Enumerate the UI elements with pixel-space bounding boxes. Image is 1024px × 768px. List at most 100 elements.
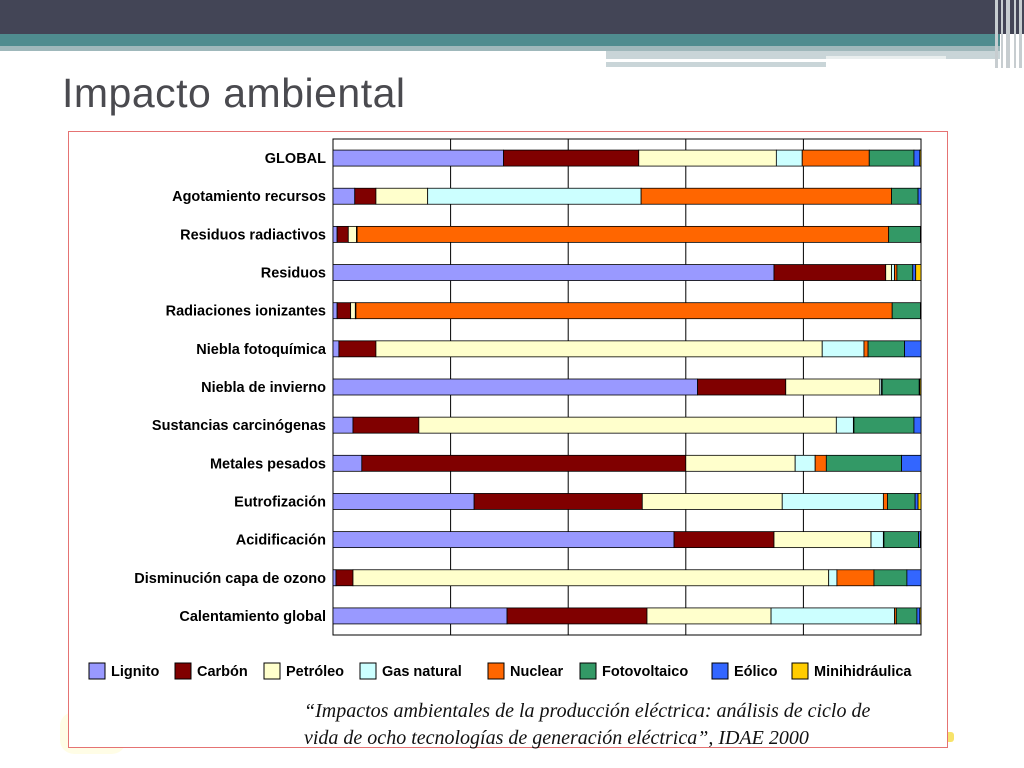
bar-segment (352, 569, 830, 587)
slide-header-band (0, 34, 1000, 46)
bar-segment (506, 607, 648, 625)
category-label: Acidificación (236, 533, 326, 549)
category-label: Calentamiento global (179, 609, 326, 625)
bar-segment (801, 149, 870, 167)
category-label: Sustancias carcinógenas (152, 418, 326, 434)
bar-segment (770, 607, 895, 625)
bar-segment (867, 340, 905, 358)
legend-label: Fotovoltaico (602, 664, 688, 680)
bar-segment (836, 569, 875, 587)
bar-segment (332, 569, 337, 587)
bar-segment (873, 569, 908, 587)
bar-segment (895, 607, 918, 625)
bar-segment (775, 149, 803, 167)
bar-segment (814, 454, 827, 472)
bar-segment (332, 416, 354, 434)
category-label: Niebla de invierno (201, 380, 326, 396)
citation-line-2: vida de ocho tecnologías de generación e… (304, 727, 809, 749)
bar-segment (891, 264, 895, 281)
legend-label: Gas natural (382, 664, 462, 680)
slide-title: Impacto ambiental (62, 70, 406, 116)
bar-segment (901, 454, 922, 472)
bar-segment (906, 569, 922, 587)
bar-segment (332, 607, 508, 625)
bar-segment (336, 302, 352, 320)
bar-segment (883, 531, 920, 549)
bar-segment (375, 340, 823, 358)
bar-segment (920, 531, 922, 549)
bar-segment (913, 416, 922, 434)
bar-segment (685, 454, 796, 472)
bar-segment (794, 454, 816, 472)
legend-swatch (791, 662, 809, 680)
bar-segment (913, 149, 921, 167)
bar-segment (914, 493, 919, 510)
bar-segment (917, 493, 922, 510)
slide-header-accent (606, 62, 826, 67)
legend-swatch (711, 662, 729, 680)
bar-segment (335, 569, 354, 587)
bar-segment (887, 493, 916, 510)
bar-segment (332, 454, 363, 472)
bar-segment (825, 454, 902, 472)
legend-swatch (263, 662, 281, 680)
legend-label: Carbón (197, 664, 248, 680)
legend-swatch (174, 662, 192, 680)
legend-swatch (487, 662, 505, 680)
bar-segment (646, 607, 772, 625)
legend-swatch (88, 662, 106, 680)
bar-segment (347, 225, 357, 243)
bar-segment (915, 264, 922, 281)
slide-corner-stripes (993, 0, 1024, 68)
bar-segment (920, 225, 922, 243)
bar-segment (361, 454, 687, 472)
bar-segment (350, 302, 356, 320)
bar-segment (375, 187, 429, 205)
bar-segment (891, 187, 919, 205)
bar-segment (332, 493, 475, 510)
bar-segment (332, 340, 340, 358)
bar-segment (821, 340, 865, 358)
bar-segment (916, 607, 921, 625)
bar-segment (332, 302, 338, 320)
legend-swatch (579, 662, 597, 680)
legend-label: Petróleo (286, 664, 344, 680)
bar-segment (356, 225, 890, 243)
category-label: Agotamiento recursos (172, 189, 326, 205)
bar-segment (473, 493, 643, 510)
bar-segment (332, 149, 504, 167)
bar-segment (868, 149, 915, 167)
category-label: Residuos radiactivos (180, 227, 326, 243)
bar-segment (881, 378, 920, 396)
bar-segment (332, 264, 775, 281)
bar-segment (919, 149, 922, 167)
bar-segment (638, 149, 777, 167)
bar-segment (888, 225, 921, 243)
bar-segment (920, 302, 922, 320)
bar-segment (336, 225, 349, 243)
bar-segment (427, 187, 642, 205)
bar-segment (332, 225, 338, 243)
slide-header-accent (606, 51, 1000, 59)
slide-header-band-light (0, 46, 1000, 51)
bar-segment (919, 607, 922, 625)
bar-segment (781, 493, 884, 510)
category-label: Disminución capa de ozono (134, 571, 326, 587)
bar-segment (853, 416, 915, 434)
bar-segment (641, 493, 783, 510)
bar-segment (352, 416, 420, 434)
bar-segment (332, 187, 356, 205)
bar-segment (332, 378, 698, 396)
category-label: Residuos (261, 266, 326, 282)
bar-segment (828, 569, 838, 587)
citation-line-1: “Impactos ambientales de la producción e… (304, 700, 871, 722)
category-label: Metales pesados (210, 456, 326, 472)
slide-top-bar (0, 0, 1024, 34)
category-label: Eutrofización (234, 494, 326, 510)
stacked-bar-chart: GLOBAL Agotamiento recursos Residuos radia… (88, 138, 922, 680)
bar-segment (418, 416, 837, 434)
citation: “Impactos ambientales de la producción e… (304, 698, 949, 752)
bar-segment (863, 340, 869, 358)
bar-segment (673, 531, 775, 549)
bar-segment (885, 264, 892, 281)
